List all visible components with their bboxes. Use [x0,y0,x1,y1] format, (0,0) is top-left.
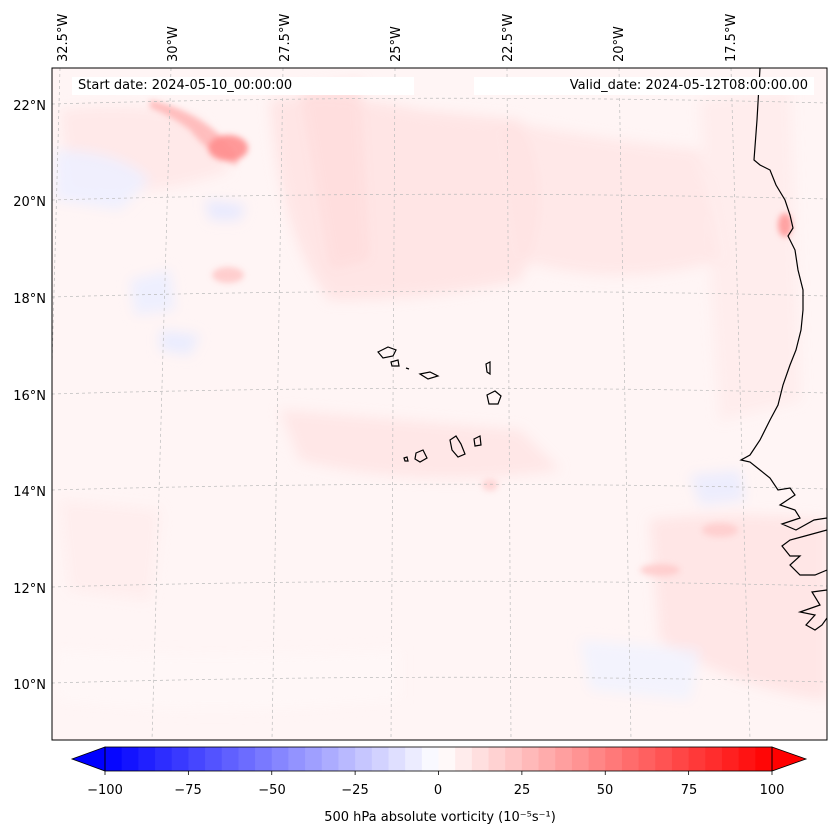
valid-date-label: Valid_date: 2024-05-12T08:00:00.00 [474,77,814,95]
island-sal [485,361,491,376]
lat-label: 22°N [13,99,46,114]
lat-label: 10°N [13,678,46,693]
island-boa-vista [486,390,502,405]
lat-label: 18°N [13,292,46,307]
island-santiago [449,435,466,458]
island-brava [403,456,409,462]
vorticity-field [55,80,827,710]
island-sao-vicente [390,359,400,367]
lon-label: 20°W [612,26,627,62]
graticule [52,68,827,740]
island-santo-antao [377,346,397,359]
longitude-labels: 32.5°W 30°W 27.5°W 25°W 22.5°W 20°W 17.5… [56,14,739,62]
latitude-labels: 22°N 20°N 18°N 16°N 14°N 12°N 10°N [13,99,46,693]
island-maio [473,435,482,447]
lon-label: 32.5°W [56,14,71,62]
lat-label: 12°N [13,582,46,597]
lon-label: 17.5°W [724,14,739,62]
lon-label: 22.5°W [501,14,516,62]
lat-label: 20°N [13,195,46,210]
lat-label: 16°N [13,389,46,404]
vorticity-maximum [150,100,792,576]
map-frame [51,67,828,741]
island-sao-nicolau [418,371,440,380]
lon-label: 27.5°W [278,14,293,62]
lon-label: 25°W [389,26,404,62]
island-fogo [414,449,428,463]
start-date-label: Start date: 2024-05-10_00:00:00 [72,77,414,95]
lat-label: 14°N [13,485,46,500]
lon-label: 30°W [166,26,181,62]
coastline [377,68,827,631]
map-panel[interactable] [42,68,827,740]
